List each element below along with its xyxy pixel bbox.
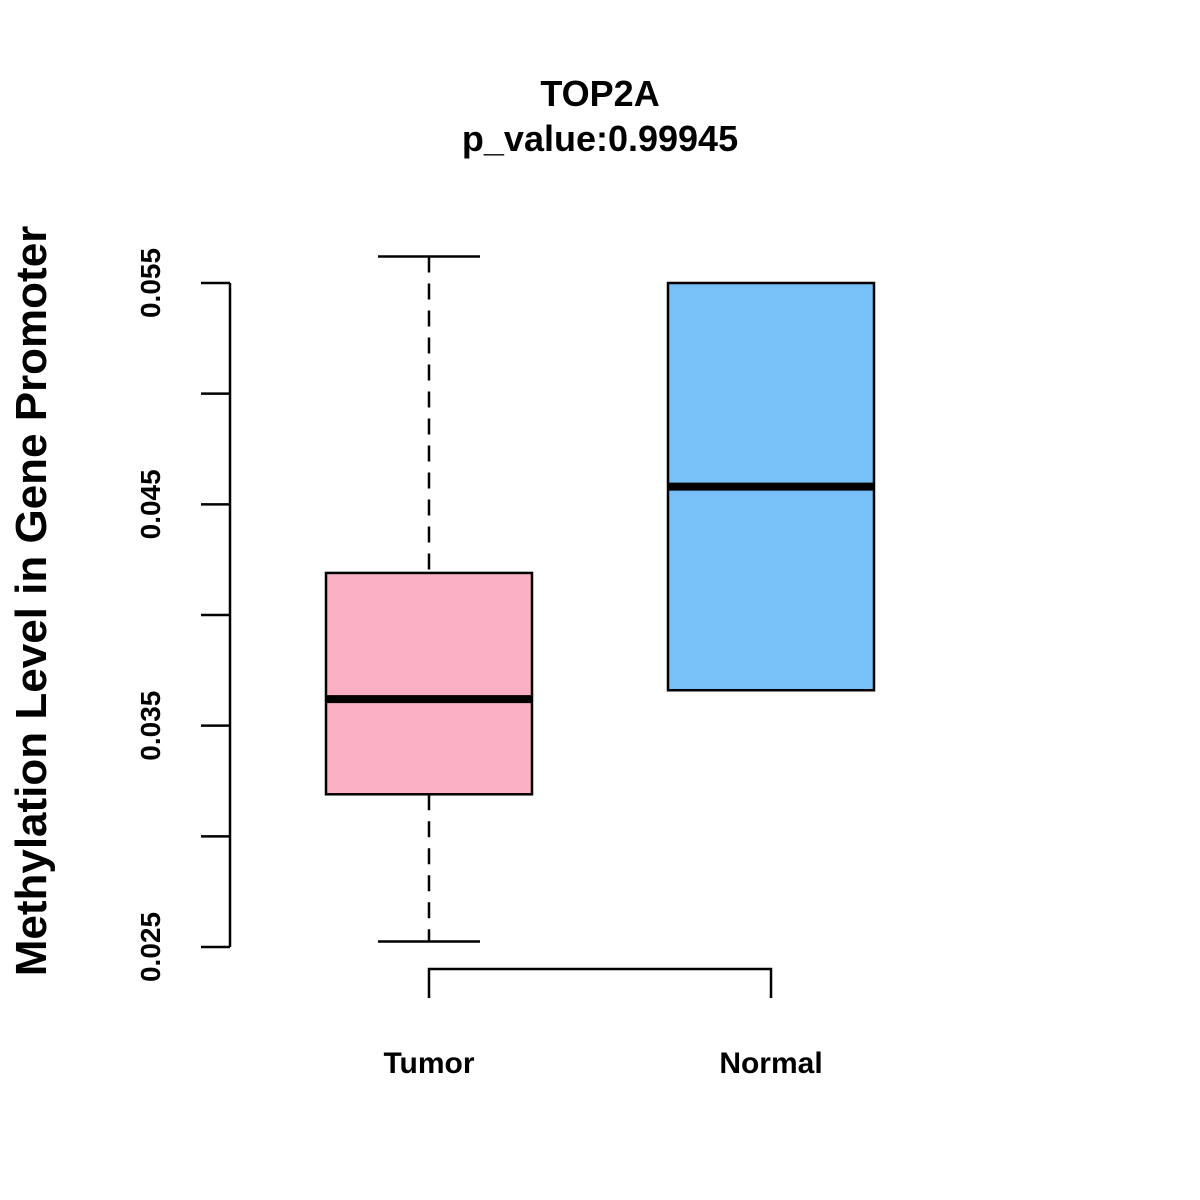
y-tick-label: 0.025 [135,912,166,982]
box-body [324,571,534,796]
y-tick-label: 0.055 [135,248,166,318]
category-label: Normal [719,1047,822,1080]
significance-bracket [427,967,773,998]
bracket-line [427,967,773,998]
chart-subtitle: p_value:0.99945 [462,118,738,159]
x-axis-categories: Tumor Normal [383,1047,822,1080]
y-tick-label: 0.035 [135,691,166,761]
y-tick-label: 0.045 [135,469,166,539]
chart-title: TOP2A [540,73,659,114]
box-tumor [324,255,534,943]
y-axis-label: Methylation Level in Gene Promoter [7,226,56,977]
category-label: Tumor [383,1047,474,1080]
y-axis: 0.025 0.035 0.045 0.055 [135,248,232,982]
boxes [324,255,876,943]
box-normal [666,281,876,692]
